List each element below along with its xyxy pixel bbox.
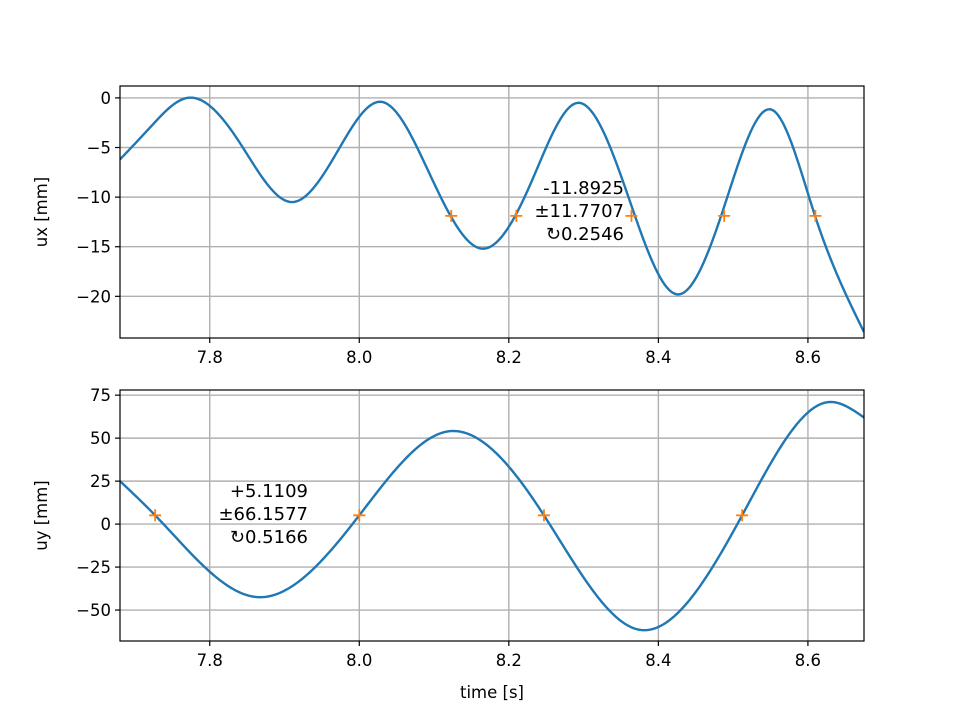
x-tick-label: 7.8 xyxy=(197,348,223,367)
crossing-marker xyxy=(510,209,523,222)
crossing-marker xyxy=(149,509,162,522)
x-axis-label: time [s] xyxy=(460,683,524,702)
plot-frame xyxy=(119,85,865,339)
x-tick-label: 8.6 xyxy=(795,348,821,367)
y-tick-label: 25 xyxy=(90,472,111,491)
y-tick-label: −50 xyxy=(76,601,111,620)
crossing-marker xyxy=(445,209,458,222)
x-tick-label: 8.6 xyxy=(795,651,821,670)
y-tick-label: −5 xyxy=(87,139,111,158)
y-tick-label: −10 xyxy=(76,188,111,207)
x-tick-label: 8.2 xyxy=(496,348,522,367)
annotation-line: ±11.7707 xyxy=(534,201,624,222)
series-line xyxy=(120,96,864,333)
annotation-line: ↻0.2546 xyxy=(546,224,624,245)
grid xyxy=(120,86,864,338)
y-tick-label: 75 xyxy=(90,386,111,405)
annotation-line: ±66.1577 xyxy=(218,504,308,525)
x-tick-label: 7.8 xyxy=(197,651,223,670)
plot-frame xyxy=(119,389,865,642)
annotation-line: -11.8925 xyxy=(543,178,624,199)
crossing-marker xyxy=(809,209,822,222)
y-tick-label: −25 xyxy=(76,558,111,577)
series-line xyxy=(120,400,864,632)
x-tick-label: 8.0 xyxy=(346,651,372,670)
x-tick-label: 8.2 xyxy=(496,651,522,670)
x-tick-label: 8.4 xyxy=(645,651,671,670)
y-axis-label: uy [mm] xyxy=(32,480,51,551)
annotation-line: ↻0.5166 xyxy=(230,527,308,548)
y-tick-label: 50 xyxy=(90,429,111,448)
crossing-marker xyxy=(625,209,638,222)
crossing-marker xyxy=(537,509,550,522)
subplot-ux: 7.8 8.0 8.2 8.4 8.6 0 −5 −10 −15 −20 ux [mm] -11.89… xyxy=(32,85,865,367)
y-axis-label: ux [mm] xyxy=(32,177,51,248)
crossing-marker xyxy=(353,509,366,522)
y-tick-label: 0 xyxy=(101,89,112,108)
y-tick-label: −20 xyxy=(76,287,111,306)
annotation-line: +5.1109 xyxy=(230,481,308,502)
x-tick-label: 8.0 xyxy=(346,348,372,367)
crossing-marker xyxy=(718,209,731,222)
x-tick-label: 8.4 xyxy=(645,348,671,367)
crossing-marker xyxy=(736,509,749,522)
y-tick-label: −15 xyxy=(76,238,111,257)
y-tick-label: 0 xyxy=(101,515,112,534)
subplot-uy: 7.8 8.0 8.2 8.4 8.6 75 50 25 0 −25 −50 uy [mm] time … xyxy=(32,386,865,702)
